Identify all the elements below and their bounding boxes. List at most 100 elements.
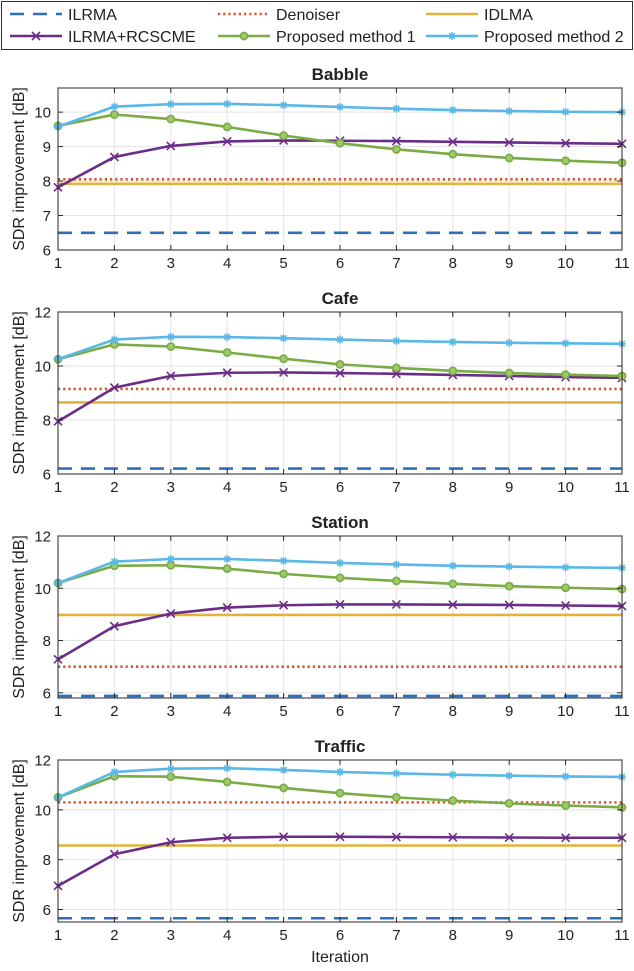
point-proposed-method-1 [335, 138, 345, 148]
point-ilrma-rcscme [504, 600, 514, 610]
point-proposed-method-2 [166, 100, 175, 109]
x-tick-label: 5 [279, 255, 287, 272]
y-axis-label: SDR improvement [dB] [11, 535, 28, 699]
point-ilrma-rcscme [222, 368, 232, 378]
point-proposed-method-1 [561, 801, 570, 811]
point-proposed-method-1 [222, 564, 232, 574]
legend-marker-ilrma-rcscme [31, 31, 41, 41]
x-tick-label: 1 [54, 703, 62, 720]
y-tick-label: 8 [43, 852, 51, 869]
point-proposed-method-2 [223, 333, 232, 342]
point-proposed-method-2 [279, 101, 288, 110]
y-tick-label: 8 [43, 413, 51, 430]
point-proposed-method-1 [335, 573, 345, 583]
y-tick-label: 8 [43, 633, 51, 650]
point-proposed-method-1 [166, 114, 176, 124]
point-proposed-method-1 [504, 798, 514, 808]
y-tick-label: 9 [43, 139, 51, 156]
point-ilrma-rcscme [391, 136, 401, 146]
x-tick-label: 5 [279, 479, 287, 496]
x-axis-label: Iteration [311, 949, 369, 966]
legend-label-proposed-method-2: Proposed method 2 [484, 29, 624, 46]
x-tick-label: 8 [449, 479, 457, 496]
point-ilrma-rcscme [109, 383, 119, 393]
x-tick-label: 4 [223, 927, 231, 944]
legend-entry-proposed-method-2: Proposed method 2 [426, 29, 624, 46]
x-tick-label: 7 [392, 255, 400, 272]
point-ilrma-rcscme [222, 833, 232, 843]
point-proposed-method-1 [222, 348, 232, 357]
point-proposed-method-2 [336, 558, 344, 567]
point-proposed-method-1 [561, 583, 570, 593]
point-proposed-method-1 [166, 772, 176, 782]
x-tick-label: 2 [110, 703, 118, 720]
point-proposed-method-2 [561, 772, 570, 781]
grid [57, 88, 623, 251]
series-ilrma-rcscme [53, 599, 627, 664]
point-proposed-method-1 [166, 342, 176, 351]
point-proposed-method-2 [561, 107, 570, 116]
x-tick-label: 8 [449, 927, 457, 944]
point-ilrma-rcscme [335, 832, 345, 842]
point-proposed-method-1 [391, 363, 401, 373]
point-proposed-method-2 [392, 104, 401, 113]
x-tick-label: 1 [54, 927, 62, 944]
legend-marker-proposed-method-2 [448, 32, 456, 40]
point-proposed-method-2 [110, 102, 119, 111]
series-proposed-method-2 [54, 764, 626, 802]
legend-entry-ilrma-rcscme: ILRMA+RCSCME [10, 29, 196, 46]
x-tick-label: 6 [336, 255, 344, 272]
legend-entry-idlma: IDLMA [426, 7, 533, 24]
point-ilrma-rcscme [222, 136, 232, 146]
point-proposed-method-1 [279, 569, 288, 579]
y-tick-label: 12 [34, 529, 51, 546]
point-proposed-method-2 [336, 335, 344, 344]
y-tick-label: 10 [34, 359, 51, 376]
point-proposed-method-2 [505, 562, 514, 571]
point-ilrma-rcscme [561, 833, 571, 843]
point-proposed-method-2 [223, 554, 232, 563]
point-proposed-method-1 [504, 368, 514, 378]
point-proposed-method-1 [448, 149, 458, 159]
point-ilrma-rcscme [448, 137, 458, 147]
legend-label-proposed-method-1: Proposed method 1 [276, 29, 416, 46]
point-proposed-method-1 [448, 796, 458, 806]
legend-label-ilrma-rcscme: ILRMA+RCSCME [68, 29, 196, 46]
point-proposed-method-1 [335, 359, 345, 369]
point-proposed-method-1 [391, 792, 401, 802]
x-tick-label: 10 [557, 479, 574, 496]
x-tick-label: 7 [392, 927, 400, 944]
y-tick-label: 10 [34, 581, 51, 598]
legend-label-ilrma: ILRMA [68, 7, 117, 24]
point-ilrma-rcscme [279, 367, 289, 378]
point-ilrma-rcscme [279, 832, 289, 842]
series-ilrma-rcscme [53, 832, 627, 891]
point-proposed-method-2 [336, 102, 344, 111]
x-tick-label: 8 [449, 703, 457, 720]
point-proposed-method-1 [279, 354, 288, 364]
panel-title: Station [311, 513, 369, 532]
y-tick-label: 12 [34, 753, 51, 770]
point-proposed-method-2 [110, 557, 119, 566]
point-ilrma-rcscme [448, 832, 458, 842]
point-proposed-method-1 [448, 366, 458, 376]
point-proposed-method-2 [279, 765, 288, 774]
point-proposed-method-2 [392, 769, 401, 778]
x-tick-label: 6 [336, 927, 344, 944]
x-tick-label: 7 [392, 479, 400, 496]
point-proposed-method-2 [166, 764, 175, 773]
x-tick-label: 11 [614, 703, 630, 720]
y-tick-label: 8 [43, 174, 51, 191]
x-tick-label: 4 [223, 703, 231, 720]
point-proposed-method-2 [561, 339, 570, 348]
point-proposed-method-2 [505, 771, 514, 780]
point-ilrma-rcscme [109, 621, 119, 631]
point-proposed-method-1 [448, 579, 458, 589]
x-tick-label: 1 [54, 255, 62, 272]
